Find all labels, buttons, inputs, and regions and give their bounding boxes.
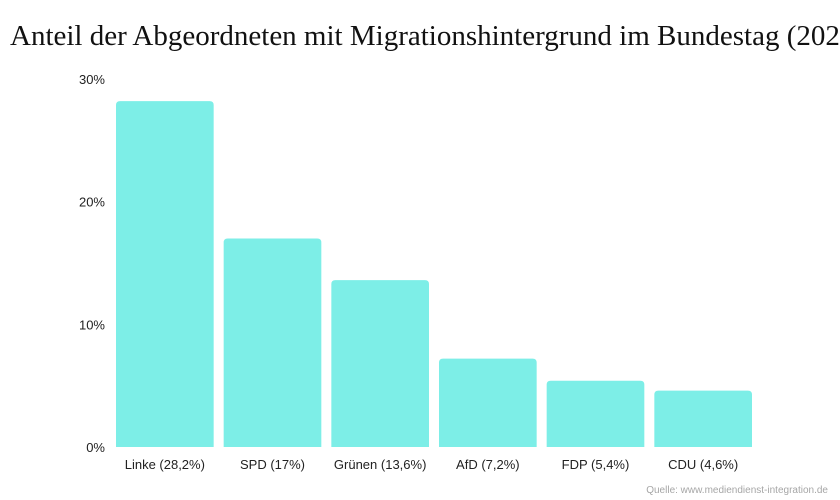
bar bbox=[116, 101, 214, 447]
bar bbox=[439, 358, 537, 447]
y-tick-label: 20% bbox=[79, 195, 105, 210]
x-tick-label: FDP (5,4%) bbox=[562, 457, 630, 472]
y-tick-label: 0% bbox=[86, 440, 105, 455]
x-tick-label: Linke (28,2%) bbox=[125, 457, 205, 472]
y-tick-label: 10% bbox=[79, 317, 105, 332]
y-axis-ticks: 0% 10% 20% 30% bbox=[79, 72, 105, 455]
bar bbox=[546, 380, 645, 447]
x-tick-label: Grünen (13,6%) bbox=[334, 457, 427, 472]
x-tick-label: AfD (7,2%) bbox=[456, 457, 520, 472]
chart-title: Anteil der Abgeordneten mit Migrationshi… bbox=[10, 20, 840, 52]
x-tick-label: CDU (4,6%) bbox=[668, 457, 738, 472]
bars bbox=[116, 101, 752, 447]
bar bbox=[654, 390, 752, 447]
source-note: Quelle: www.mediendienst-integration.de bbox=[646, 485, 828, 496]
y-tick-label: 30% bbox=[79, 72, 105, 87]
bar bbox=[223, 238, 322, 447]
x-axis-labels: Linke (28,2%) SPD (17%) Grünen (13,6%) AfD … bbox=[125, 457, 738, 472]
bar bbox=[331, 280, 429, 447]
x-tick-label: SPD (17%) bbox=[240, 457, 305, 472]
